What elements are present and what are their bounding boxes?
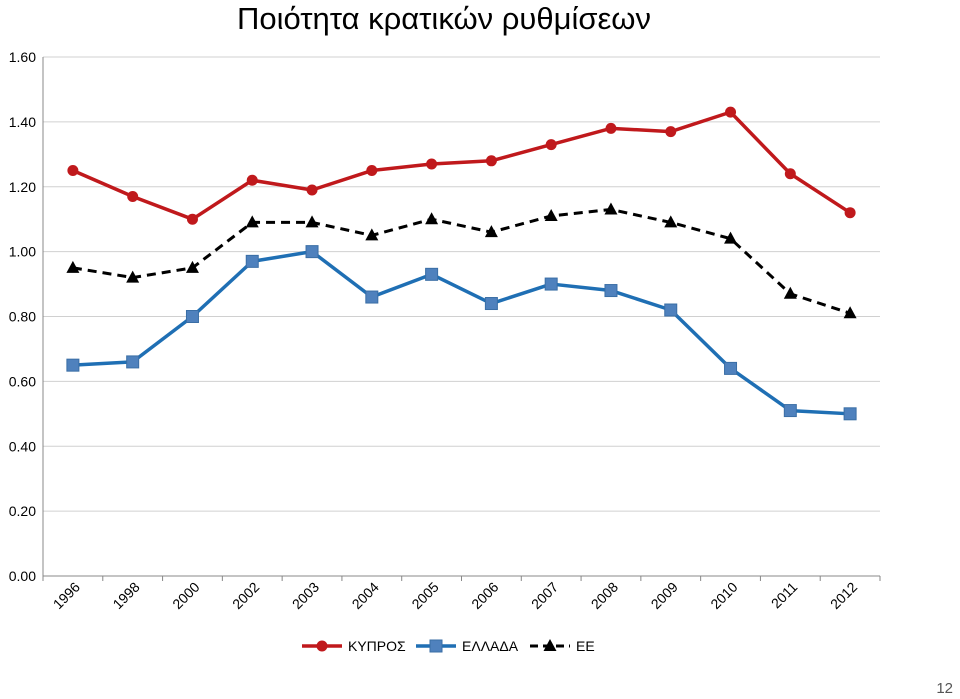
y-axis-ticks: 0.00 0.20 0.40 0.60 0.80 1.00 1.20 1.40 1.60	[9, 49, 36, 584]
x-tick-label: 2009	[648, 579, 681, 612]
data-point	[544, 208, 558, 221]
data-point	[306, 184, 318, 196]
legend-marker	[543, 639, 557, 651]
legend: ΚΥΠΡΟΣ ΕΛΛΑΔΑ ΕΕ	[302, 638, 595, 654]
data-point	[724, 361, 738, 375]
gridlines	[43, 56, 880, 512]
chart-title: Ποιότητα κρατικών ρυθμίσεων	[236, 1, 651, 36]
data-point	[665, 126, 677, 138]
x-tick-label: 1996	[50, 579, 83, 612]
y-tick-label: 1.00	[9, 244, 36, 260]
data-point	[186, 213, 198, 225]
data-point	[544, 277, 558, 291]
series-1	[67, 106, 856, 225]
data-point	[246, 174, 258, 186]
data-point	[484, 225, 498, 238]
data-point	[365, 228, 379, 241]
legend-entry: ΕΛΛΑΔΑ	[416, 638, 519, 654]
data-point	[664, 215, 678, 228]
data-point	[545, 139, 557, 151]
series-3	[66, 202, 857, 319]
x-tick-label: 2006	[468, 579, 501, 612]
x-tick-label: 2000	[169, 579, 202, 612]
legend-entry: ΕΕ	[530, 638, 595, 654]
y-tick-label: 1.60	[9, 49, 36, 65]
series-line	[72, 207, 851, 315]
data-point	[305, 245, 319, 259]
data-point	[664, 303, 678, 317]
x-tick-label: 2011	[768, 579, 801, 612]
y-tick-label: 0.80	[9, 309, 36, 325]
legend-entry: ΚΥΠΡΟΣ	[302, 638, 406, 654]
data-point	[185, 260, 199, 273]
x-tick-label: 2008	[588, 579, 621, 612]
data-point	[484, 297, 498, 311]
data-point	[245, 254, 259, 268]
data-point	[604, 284, 618, 298]
data-point	[426, 158, 438, 170]
x-tick-label: 2010	[707, 579, 740, 612]
x-tick-label: 1998	[109, 579, 142, 612]
data-point	[127, 190, 139, 202]
legend-label: ΕΛΛΑΔΑ	[462, 638, 519, 654]
data-point	[604, 202, 618, 215]
data-point	[605, 122, 617, 134]
data-point	[783, 404, 797, 418]
x-tick-label: 2003	[289, 579, 322, 612]
data-point	[185, 310, 199, 323]
data-point	[425, 212, 439, 225]
series-line	[72, 110, 852, 221]
x-tick-label: 2007	[528, 579, 561, 612]
legend-label: ΕΕ	[576, 638, 595, 654]
y-tick-label: 0.60	[9, 373, 36, 389]
legend-marker	[316, 640, 328, 652]
y-tick-label: 1.40	[9, 114, 36, 130]
data-point	[66, 260, 80, 273]
data-point	[126, 355, 140, 369]
y-tick-label: 1.20	[9, 179, 36, 195]
data-point	[425, 267, 439, 281]
data-point	[305, 215, 319, 228]
data-point	[843, 306, 857, 319]
series-2	[66, 245, 857, 421]
data-point	[485, 155, 497, 167]
x-tick-label: 2004	[349, 579, 382, 612]
y-tick-label: 0.20	[9, 503, 36, 519]
data-point	[245, 215, 259, 228]
data-point	[725, 106, 737, 118]
y-tick-label: 0.40	[9, 438, 36, 454]
data-point	[365, 290, 379, 304]
x-tick-label: 2005	[408, 579, 441, 612]
data-point	[724, 231, 738, 244]
data-point	[126, 270, 140, 283]
data-point	[66, 358, 80, 372]
x-tick-label: 2002	[229, 579, 262, 612]
x-axis-ticks: 1996 1998 2000 2002 2003 2004 2005 2006 2007 2008…	[42, 576, 881, 612]
data-point	[783, 286, 797, 299]
data-point	[844, 207, 856, 219]
series-lines	[66, 106, 857, 421]
legend-marker	[429, 639, 443, 653]
legend-label: ΚΥΠΡΟΣ	[348, 638, 406, 654]
data-point	[784, 168, 796, 180]
data-point	[843, 407, 857, 421]
data-point	[67, 165, 79, 177]
x-tick-label: 2012	[827, 579, 860, 612]
page-number: 12	[936, 680, 953, 697]
series-line	[72, 249, 851, 416]
data-point	[366, 165, 378, 177]
y-tick-label: 0.00	[9, 568, 36, 584]
